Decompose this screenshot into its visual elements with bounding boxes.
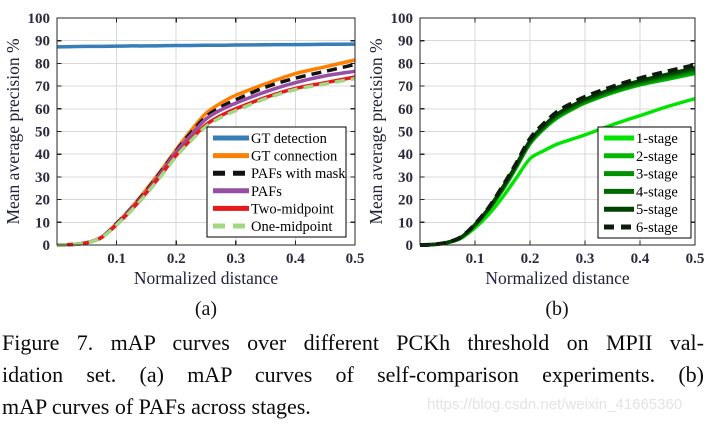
legend-label-3-stage: 3-stage	[636, 167, 678, 183]
x-tick-label: 0.1	[466, 251, 485, 267]
x-tick-label: 0.2	[521, 251, 540, 267]
y-tick-label: 30	[398, 170, 413, 186]
x-axis-label: Normalized distance	[485, 268, 630, 288]
legend-label-2-stage: 2-stage	[636, 149, 678, 165]
y-tick-label: 80	[398, 56, 413, 72]
y-tick-label: 40	[398, 147, 413, 163]
y-tick-label: 50	[398, 125, 413, 141]
legend-label-1-stage: 1-stage	[636, 131, 678, 147]
x-tick-label: 0.4	[286, 251, 305, 267]
y-tick-label: 60	[398, 102, 413, 118]
y-tick-label: 10	[398, 215, 413, 231]
caption-line-3: mAP curves of PAFs across stages.	[2, 394, 311, 419]
legend-label-two-midpoint: Two-midpoint	[251, 201, 334, 217]
legend-label-5-stage: 5-stage	[636, 202, 678, 218]
series-gt-detection	[56, 42, 356, 49]
legend-label-6-stage: 6-stage	[636, 220, 678, 236]
y-tick-label: 10	[35, 215, 50, 231]
x-axis-label: Normalized distance	[134, 268, 279, 288]
legend-label-gt-detection: GT detection	[251, 131, 328, 147]
chart-a: 0.1 0.2 0.3 0.4 0.5 0 10 20 30 40 50 60 70 80 90 100 Nor…	[3, 11, 364, 288]
map-curves-figure: 0.1 0.2 0.3 0.4 0.50102030405060708090100Nor…	[3, 11, 704, 288]
x-tick-label: 0.3	[226, 251, 245, 267]
caption-line-2: idation set. (a) mAP curves of self-comp…	[2, 362, 704, 387]
figure-caption: Figure 7. mAP curves over different PCKh…	[2, 327, 704, 423]
y-axis-label: Mean average precision %	[366, 38, 386, 224]
x-tick-label: 0.5	[346, 251, 365, 267]
axes-a	[56, 17, 356, 246]
y-tick-label: 40	[35, 147, 50, 163]
x-tick-label: 0.4	[631, 251, 650, 267]
subfigure-label-b: (b)	[545, 298, 569, 320]
x-tick-label: 0.2	[167, 251, 186, 267]
y-tick-label: 60	[35, 102, 50, 118]
chart-b: 0.1 0.2 0.3 0.4 0.5 0 10 20 30 40 50 60 70 80 90 100 Nor…	[366, 11, 704, 288]
y-tick-label: 0	[43, 238, 51, 254]
y-tick-label: 50	[35, 125, 50, 141]
y-tick-label: 70	[35, 79, 50, 95]
legend-label-pafs: PAFs	[251, 184, 282, 200]
y-tick-label: 100	[391, 11, 414, 27]
y-tick-label: 100	[28, 11, 51, 27]
series-one-midpoint	[56, 76, 356, 247]
y-tick-label: 90	[35, 34, 50, 50]
series-6-stage	[419, 63, 696, 247]
legend-label-one-midpoint: One-midpoint	[251, 219, 332, 235]
legend-label-gt-connection: GT connection	[251, 149, 338, 165]
y-tick-label: 80	[35, 56, 50, 72]
legend-label-pafs-with-mask: PAFs with mask	[251, 166, 346, 182]
x-tick-label: 0.1	[107, 251, 126, 267]
y-tick-label: 20	[398, 193, 413, 209]
x-tick-label: 0.3	[576, 251, 595, 267]
axes-b	[419, 17, 696, 246]
y-tick-label: 20	[35, 193, 50, 209]
y-tick-label: 0	[406, 238, 414, 254]
y-tick-label: 70	[398, 79, 413, 95]
caption-line-1: Figure 7. mAP curves over different PCKh…	[2, 330, 704, 355]
legend-label-4-stage: 4-stage	[636, 184, 678, 200]
tick-labels-a: 0.1 0.2 0.3 0.4 0.5 0 10 20 30 40 50 60 70 80 90 100	[28, 11, 365, 267]
y-tick-label: 30	[35, 170, 50, 186]
x-tick-label: 0.5	[686, 251, 705, 267]
y-axis-label: Mean average precision %	[3, 38, 23, 224]
watermark-url: https://blog.csdn.net/weixin_41665360	[427, 396, 683, 413]
tick-labels-b: 0.1 0.2 0.3 0.4 0.5 0 10 20 30 40 50 60 70 80 90 100	[391, 11, 705, 267]
y-tick-label: 90	[398, 34, 413, 50]
subfigure-label-a: (a)	[194, 298, 218, 320]
